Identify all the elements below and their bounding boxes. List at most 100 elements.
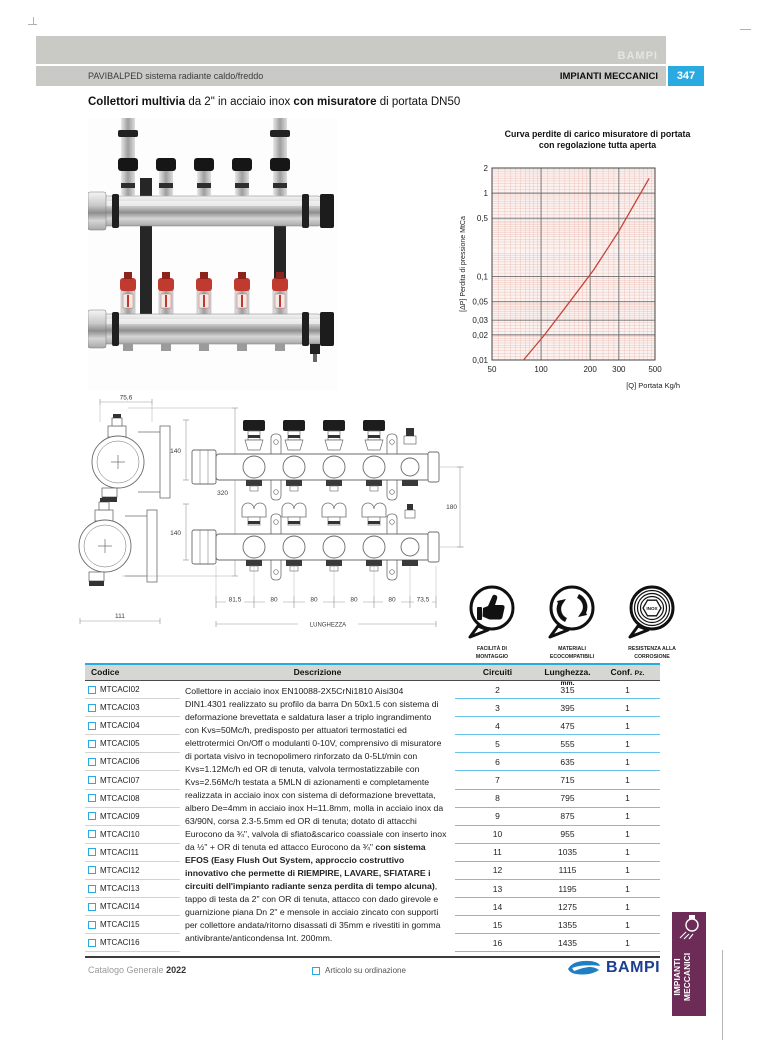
col-header-code: Codice <box>91 667 120 677</box>
bampi-logo-text: BAMPI <box>606 959 661 976</box>
table-row-values: 16 1435 1 <box>455 934 660 953</box>
product-code: MTCACI10 <box>100 829 140 839</box>
pack-value: 1 <box>625 865 630 876</box>
pack-value: 1 <box>625 937 630 948</box>
svg-text:180: 180 <box>446 504 457 511</box>
circuits-value: 9 <box>495 811 500 822</box>
crop-mark <box>28 24 37 25</box>
order-checkbox-icon <box>88 757 96 766</box>
bampi-swoosh-icon <box>568 960 600 975</box>
code-column: MTCACI02 MTCACI03 MTCACI04 MTCACI05 MTCACI06… <box>85 681 660 953</box>
page-number-badge: 347 <box>668 66 704 86</box>
brand-watermark: BAMPI <box>617 50 658 62</box>
order-checkbox-icon <box>88 721 96 730</box>
product-code: MTCACI06 <box>100 757 140 767</box>
table-row-values: 5 555 1 <box>455 735 660 754</box>
pack-value: 1 <box>625 720 630 731</box>
section-tab-line: MECCANICI <box>682 952 692 1002</box>
crop-mark <box>722 950 723 1040</box>
table-row-values: 4 475 1 <box>455 717 660 736</box>
section-tab-icon <box>679 915 699 940</box>
svg-text:[ΔP] Perdita di pressione MtC: [ΔP] Perdita di pressione MtCa <box>460 216 467 312</box>
order-checkbox-icon <box>88 830 96 839</box>
order-checkbox-icon <box>88 848 96 857</box>
col-header-circuits: Circuiti <box>482 667 513 677</box>
table-row-code: MTCACI03 <box>85 699 180 718</box>
svg-text:140: 140 <box>170 448 181 455</box>
badge-caption: FACILITÀ DI <box>477 646 507 652</box>
section-tab <box>672 912 706 1016</box>
circuits-value: 6 <box>495 756 500 767</box>
length-value: 315 <box>560 684 575 695</box>
svg-text:0,1: 0,1 <box>477 273 489 282</box>
svg-text:LUNGHEZZA: LUNGHEZZA <box>310 623 346 629</box>
length-value: 395 <box>560 702 575 713</box>
svg-text:80: 80 <box>350 597 358 604</box>
thumbs-up-icon <box>468 585 515 639</box>
product-code: MTCACI07 <box>100 775 140 785</box>
table-row-code: MTCACI16 <box>85 934 180 953</box>
circuits-value: 13 <box>492 883 503 894</box>
svg-text:0,5: 0,5 <box>477 214 489 223</box>
table-row-code: MTCACI12 <box>85 862 180 881</box>
svg-text:320: 320 <box>217 490 228 497</box>
product-code: MTCACI05 <box>100 739 140 749</box>
pack-value: 1 <box>625 919 630 930</box>
length-value: 635 <box>560 756 575 767</box>
table-row-values: 12 1115 1 <box>455 862 660 881</box>
feature-badge: INOX RESISTENZA ALLA CORROSIONE <box>612 582 692 660</box>
table-row-code: MTCACI15 <box>85 916 180 935</box>
pack-value: 1 <box>625 883 630 894</box>
circuits-value: 5 <box>495 738 500 749</box>
product-code: MTCACI02 <box>100 685 140 695</box>
svg-text:73,5: 73,5 <box>417 597 430 604</box>
order-checkbox-icon <box>88 703 96 712</box>
pack-value: 1 <box>625 829 630 840</box>
svg-text:0,01: 0,01 <box>472 356 488 365</box>
pack-value: 1 <box>625 738 630 749</box>
table-row-values: 2 315 1 <box>455 681 660 700</box>
order-checkbox-icon <box>88 685 96 694</box>
table-row-code: MTCACI07 <box>85 771 180 790</box>
circuits-value: 8 <box>495 793 500 804</box>
circuits-value: 12 <box>492 865 503 876</box>
order-checkbox-icon <box>88 812 96 821</box>
length-value: 1275 <box>558 901 577 912</box>
svg-text:300: 300 <box>612 365 626 374</box>
order-checkbox-icon <box>88 902 96 911</box>
description-text: Collettore in acciaio inox EN10088-2X5Cr… <box>185 686 447 943</box>
table-row-code: MTCACI10 <box>85 826 180 844</box>
pressure-loss-chart: 50 100 200 300 500 2 1 0,5 0,1 0,05 0,03 0,02 0,01 [Δ… <box>460 164 680 390</box>
product-table: Codice Descrizione Circuiti Lunghezza. m… <box>85 663 660 955</box>
table-row-code: MTCACI02 <box>85 681 180 700</box>
technical-drawing: 75,6 320 111 140 140 180 81,5 80 80 80 80 73,5 LUNGH… <box>78 395 464 629</box>
page-title: Collettori multivia da 2" in acciaio ino… <box>88 96 461 108</box>
svg-text:140: 140 <box>170 530 181 537</box>
circuits-value: 14 <box>492 901 503 912</box>
length-value: 1035 <box>558 847 577 858</box>
chart-title: Curva perdite di carico misuratore di po… <box>504 129 691 150</box>
product-code: MTCACI11 <box>100 847 139 857</box>
circuits-value: 15 <box>492 919 503 930</box>
col-header-pack: Conf. Pz. <box>610 667 645 677</box>
order-checkbox-icon <box>88 884 96 893</box>
product-code: MTCACI13 <box>100 884 140 894</box>
svg-text:0,02: 0,02 <box>472 331 488 340</box>
pack-value: 1 <box>625 901 630 912</box>
length-value: 475 <box>560 720 575 731</box>
feature-badges: FACILITÀ DI MONTAGGIO MATERIALI ECOCOMPATIB… <box>452 582 692 660</box>
svg-text:1: 1 <box>484 189 489 198</box>
header-band: BAMPI <box>36 36 666 64</box>
product-photo <box>88 118 338 390</box>
table-row-values: 7 715 1 <box>455 771 660 790</box>
table-row-values: 3 395 1 <box>455 699 660 718</box>
pack-value: 1 <box>625 702 630 713</box>
table-row-code: MTCACI08 <box>85 790 180 808</box>
length-value: 875 <box>560 811 575 822</box>
table-row-values: 9 875 1 <box>455 808 660 826</box>
flow-meters <box>120 272 288 315</box>
section-tab-line: IMPIANTI <box>672 958 682 996</box>
length-value: 795 <box>560 793 575 804</box>
top-valves <box>118 158 290 196</box>
